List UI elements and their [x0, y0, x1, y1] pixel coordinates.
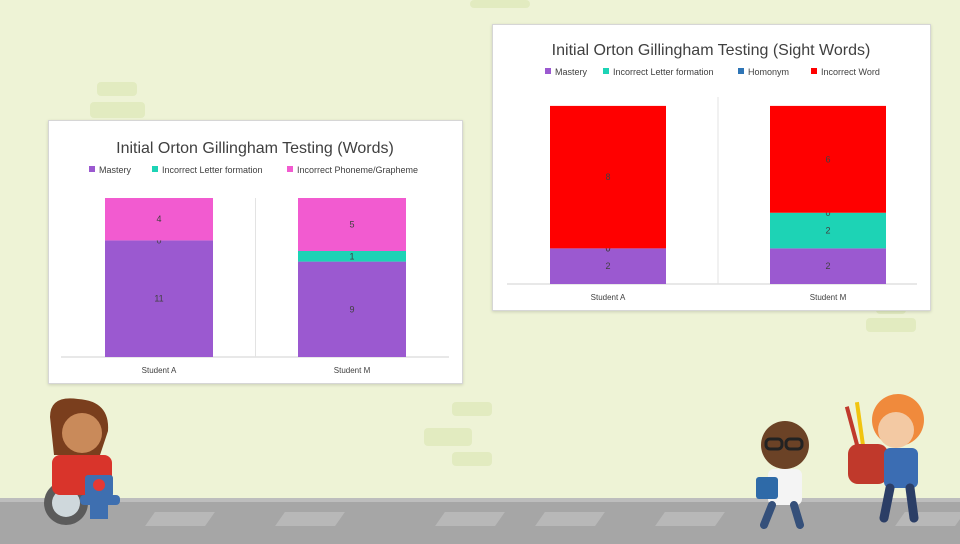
data-label: 5	[349, 220, 354, 230]
chart-legend: Mastery Incorrect Letter formation Homonym…	[545, 67, 880, 77]
legend-label: Incorrect Phoneme/Grapheme	[297, 165, 418, 175]
bar-segment	[770, 105, 886, 213]
legend-swatch	[89, 166, 95, 172]
legend-swatch	[287, 166, 293, 172]
legend-swatch	[811, 68, 817, 74]
data-label: 2	[825, 261, 830, 271]
category-label: Student A	[591, 293, 626, 302]
legend-swatch	[545, 68, 551, 74]
category-label: Student M	[334, 366, 371, 375]
bar-segment	[550, 105, 666, 249]
legend-label: Incorrect Letter formation	[613, 67, 714, 77]
words-chart-panel: Initial Orton Gillingham Testing (Words)…	[48, 120, 463, 384]
data-label: 11	[154, 294, 163, 304]
legend-label: Mastery	[555, 67, 588, 77]
sidewalk-tile	[145, 512, 215, 526]
legend-label: Incorrect Letter formation	[162, 165, 263, 175]
data-label: 6	[825, 154, 830, 164]
bar-segment	[550, 248, 666, 284]
bar-segment	[298, 261, 406, 357]
chart-legend: Mastery Incorrect Letter formation Incorre…	[89, 165, 418, 175]
plot-area: 2008Student A2206Student M	[507, 97, 917, 302]
sight-words-chart-panel: Initial Orton Gillingham Testing (Sight …	[492, 24, 931, 311]
background-brick	[452, 452, 492, 466]
words-chart: Initial Orton Gillingham Testing (Words)…	[61, 140, 449, 375]
sidewalk-tile	[275, 512, 345, 526]
background-brick	[452, 402, 492, 416]
bar-segment	[298, 251, 406, 262]
data-label: 1	[349, 251, 354, 261]
legend-swatch	[738, 68, 744, 74]
background-brick	[90, 102, 145, 118]
bar-segment	[105, 198, 213, 241]
legend-label: Mastery	[99, 165, 132, 175]
sight-words-chart: Initial Orton Gillingham Testing (Sight …	[507, 42, 917, 302]
chart-title: Initial Orton Gillingham Testing (Sight …	[552, 42, 871, 59]
bar-segment	[298, 198, 406, 251]
legend-label: Homonym	[748, 67, 789, 77]
bar-segment	[105, 240, 213, 357]
legend-label: Incorrect Word	[821, 67, 880, 77]
girl-wheelchair-illustration	[44, 398, 120, 525]
background-brick	[866, 318, 916, 332]
boy-backpack-illustration	[844, 394, 924, 523]
sidewalk-tile	[535, 512, 605, 526]
bar-segment	[770, 248, 886, 284]
legend-swatch	[603, 68, 609, 74]
category-label: Student A	[142, 366, 177, 375]
data-label: 8	[605, 172, 610, 182]
legend-swatch	[152, 166, 158, 172]
chart-title: Initial Orton Gillingham Testing (Words)	[116, 140, 394, 157]
sidewalk-tile	[435, 512, 505, 526]
sidewalk-tile	[655, 512, 725, 526]
data-label: 9	[349, 304, 354, 314]
background-brick	[97, 82, 137, 96]
boy-glasses-illustration	[756, 421, 809, 529]
background-brick	[470, 0, 530, 8]
background-brick	[424, 428, 472, 446]
data-label: 2	[825, 226, 830, 236]
category-label: Student M	[810, 293, 847, 302]
bar-segment	[770, 212, 886, 249]
data-label: 2	[605, 261, 610, 271]
data-label: 4	[156, 214, 161, 224]
